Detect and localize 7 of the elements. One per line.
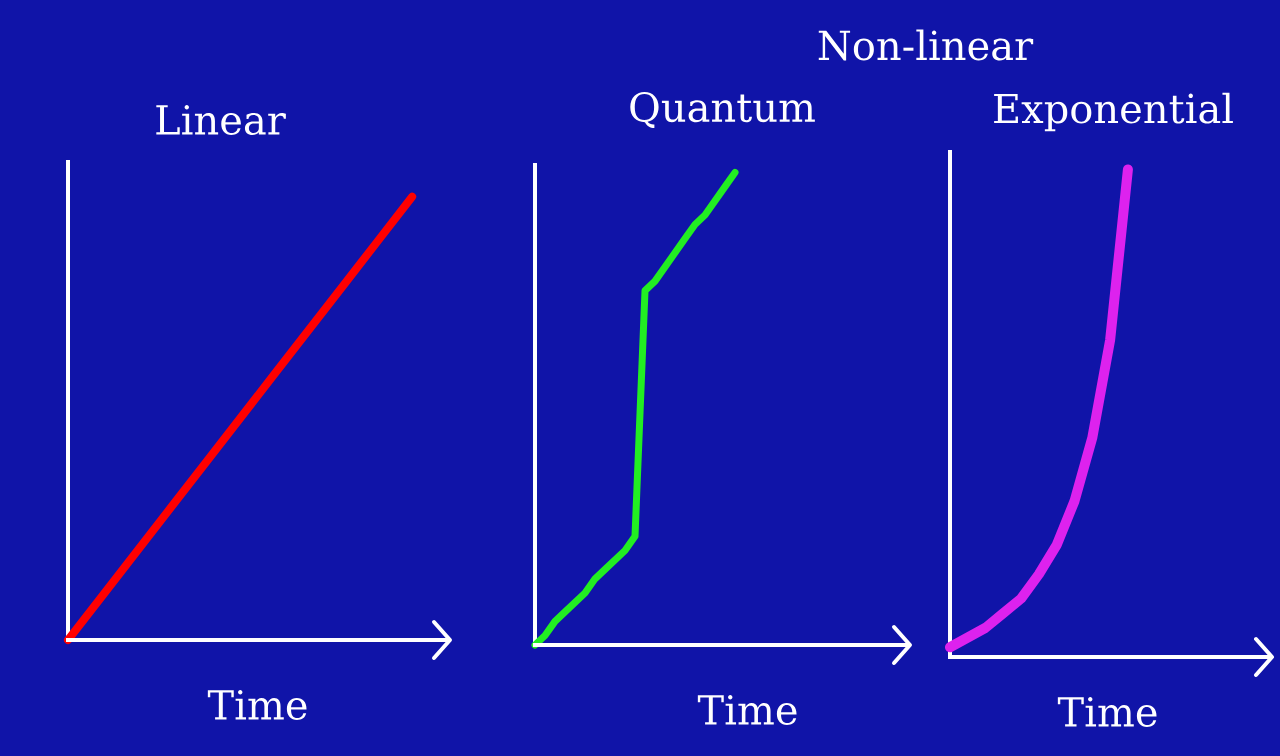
x-axis-title: Time (207, 690, 307, 720)
x-axis-title: Time (697, 695, 797, 725)
x-axis-title: Time (1057, 697, 1157, 727)
chart-title: Quantum (630, 91, 815, 129)
text: Non-linear (818, 29, 1034, 61)
chart-title: Linear (156, 105, 286, 135)
chart-title: Exponential (994, 92, 1233, 132)
